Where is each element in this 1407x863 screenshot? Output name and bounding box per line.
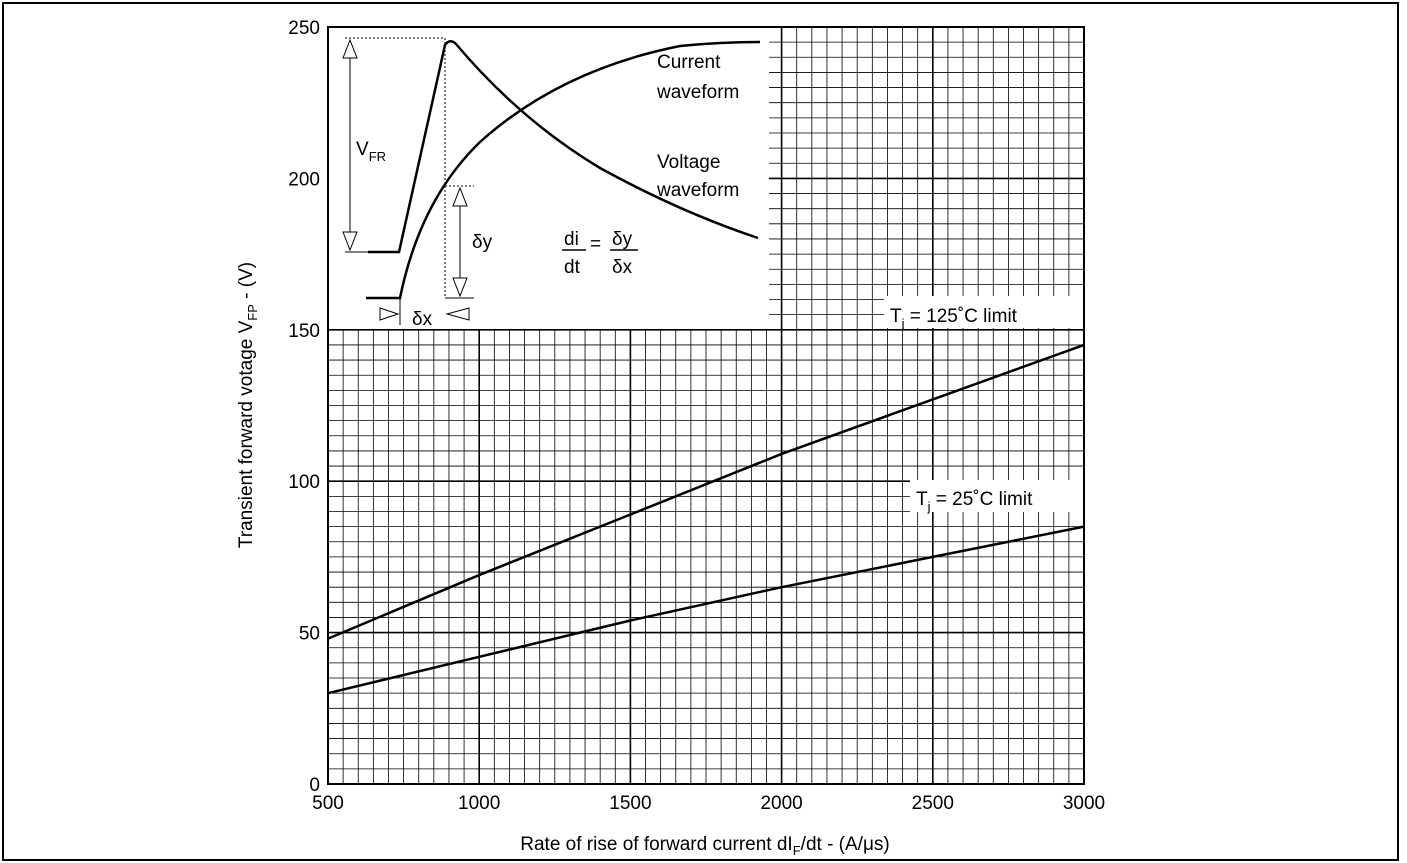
x-tick-label: 3000 (1063, 793, 1105, 814)
x-axis-label-main: Rate of rise of forward current dI (520, 834, 792, 855)
y-axis-label-sub: FP (245, 304, 260, 321)
label-25-bg (910, 480, 1084, 512)
dx-label: δx (412, 309, 433, 330)
vfr-label: VFR (356, 139, 386, 164)
dy-arrow-top (452, 186, 468, 207)
inset-panel (327, 27, 769, 329)
inset-waveform (342, 37, 761, 325)
y-tick-label: 0 (309, 775, 320, 796)
axes: 500 1000 1500 2000 2500 3000 0 50 100 150 200 250 (288, 18, 1105, 814)
formula-den-left: dt (564, 257, 581, 278)
x-tick-label: 1500 (609, 793, 651, 814)
x-tick-label: 2500 (912, 793, 954, 814)
voltage-waveform-label-line1: Voltage (657, 152, 720, 173)
series-label-25-tail: = 25˚C limit (931, 489, 1034, 510)
dx-arrow-left (379, 307, 400, 321)
current-waveform-label-line2: waveform (656, 82, 739, 103)
x-axis-label: Rate of rise of forward current dIF/dt -… (520, 834, 889, 858)
x-tick-label: 2000 (760, 793, 802, 814)
y-tick-label: 50 (299, 624, 320, 645)
dy-label: δy (472, 232, 493, 253)
y-axis-label: Transient forward votage VFP - (V) (236, 262, 260, 548)
label-125-bg (884, 296, 1084, 328)
formula-den-right: δx (612, 257, 633, 278)
formula-num-left: di (564, 229, 579, 250)
vfr-label-sub: FR (369, 149, 386, 164)
x-tick-label: 1000 (458, 793, 500, 814)
series-label-25: Tj = 25˚C limit (916, 489, 1033, 514)
formula-num-right: δy (612, 229, 633, 250)
series-line-tj-25c (327, 525, 1085, 695)
series-label-25-sub: j (927, 499, 931, 514)
y-tick-label: 100 (288, 472, 320, 493)
vfr-arrow-bottom (342, 231, 358, 252)
y-tick-label: 150 (288, 321, 320, 342)
series-label-125: Tj = 125˚C limit (890, 306, 1018, 331)
x-axis-label-sub: F (793, 843, 801, 858)
y-axis-label-main: Transient forward votage V (236, 320, 257, 548)
dy-arrow-bottom (452, 277, 468, 298)
current-waveform-label-line1: Current (657, 52, 721, 73)
voltage-waveform-label-line2: waveform (656, 180, 739, 201)
dx-arrow-right (445, 307, 470, 321)
series-label-125-tail: = 125˚C limit (905, 306, 1018, 327)
y-tick-label: 250 (288, 18, 320, 39)
plot-border (327, 26, 1085, 785)
inset-text: Current waveform Voltage waveform VFR δy… (356, 52, 739, 330)
series-layer (327, 343, 1085, 695)
vfr-label-main: V (356, 139, 369, 160)
formula-equals: = (590, 234, 601, 255)
y-tick-label: 200 (288, 169, 320, 190)
x-axis-label-tail: /dt - (A/μs) (801, 834, 890, 855)
voltage-waveform-curve (368, 40, 759, 254)
series-label-25-main: T (916, 489, 928, 510)
series-line-tj-125c (327, 343, 1085, 640)
vfr-arrow-top (342, 38, 358, 59)
y-axis-label-tail: - (V) (236, 262, 257, 304)
series-label-125-sub: j (901, 316, 905, 331)
series-label-125-main: T (890, 306, 902, 327)
x-tick-label: 500 (312, 793, 344, 814)
current-waveform-curve (366, 40, 761, 300)
